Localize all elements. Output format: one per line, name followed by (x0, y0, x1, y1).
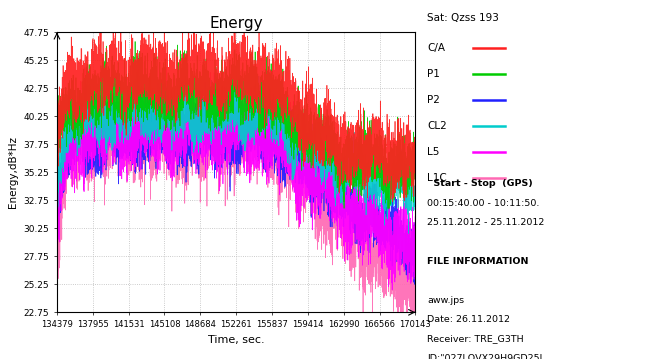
Title: Energy: Energy (209, 16, 263, 31)
Text: 00:15:40.00 - 10:11:50.: 00:15:40.00 - 10:11:50. (427, 199, 540, 208)
Text: CL2: CL2 (427, 121, 447, 131)
Text: 25.11.2012 - 25.11.2012: 25.11.2012 - 25.11.2012 (427, 218, 545, 227)
Text: P1: P1 (427, 69, 440, 79)
Text: C/A: C/A (427, 43, 446, 53)
Y-axis label: Energy,dB*Hz: Energy,dB*Hz (8, 136, 18, 208)
Text: Receiver: TRE_G3TH: Receiver: TRE_G3TH (427, 335, 524, 344)
Text: ID:"027LQVX29H9GD25I: ID:"027LQVX29H9GD25I (427, 354, 543, 359)
Text: Date: 26.11.2012: Date: 26.11.2012 (427, 315, 511, 324)
Text: L5: L5 (427, 147, 440, 157)
Text: FILE INFORMATION: FILE INFORMATION (427, 257, 529, 266)
Text: aww.jps: aww.jps (427, 296, 464, 305)
Text: Start - Stop  (GPS): Start - Stop (GPS) (427, 180, 533, 188)
X-axis label: Time, sec.: Time, sec. (208, 335, 265, 345)
Text: P2: P2 (427, 95, 440, 105)
Text: L1C: L1C (427, 173, 447, 183)
Text: Sat: Qzss 193: Sat: Qzss 193 (427, 13, 499, 23)
